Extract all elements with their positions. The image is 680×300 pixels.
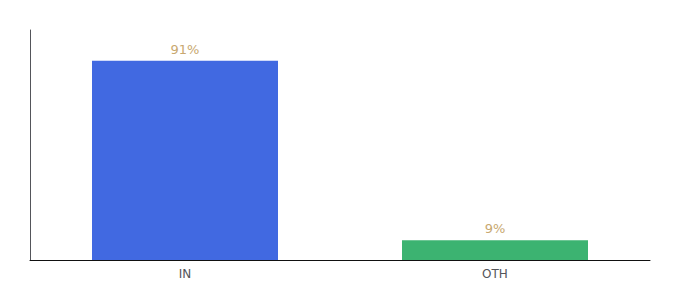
svg-text:9%: 9%: [485, 221, 506, 236]
svg-text:IN: IN: [179, 267, 192, 281]
svg-text:91%: 91%: [171, 42, 200, 57]
svg-text:OTH: OTH: [482, 267, 508, 281]
